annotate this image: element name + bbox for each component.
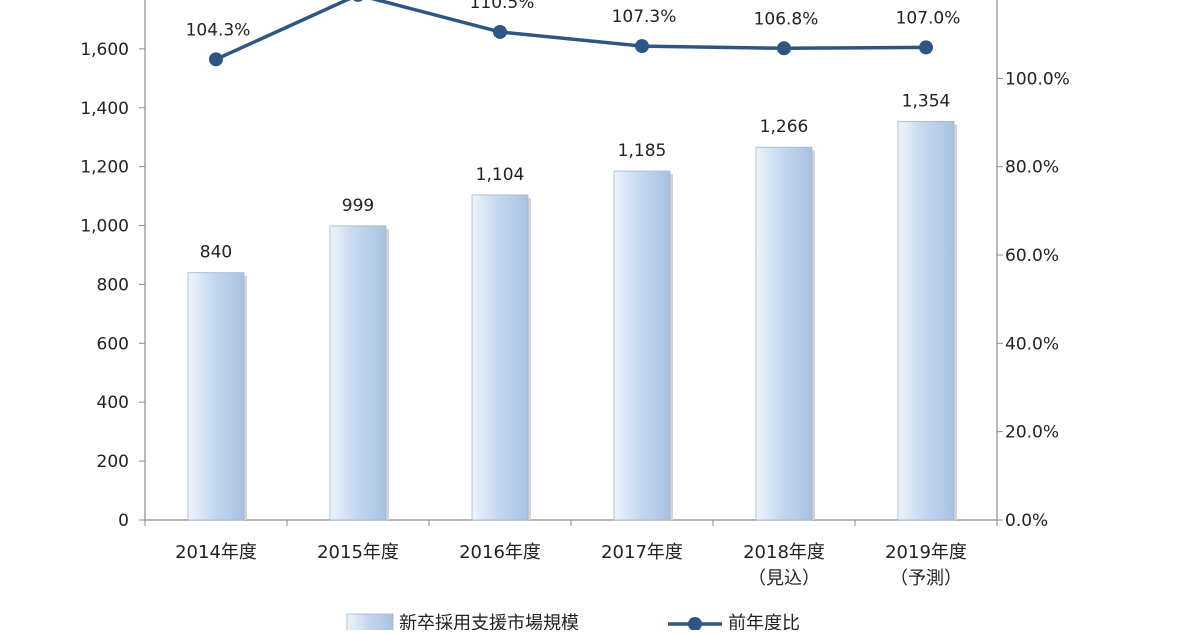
bar-value-label: 1,185 xyxy=(618,141,667,161)
line-marker xyxy=(635,39,649,54)
series-line xyxy=(215,0,927,61)
line-value-label: 107.0% xyxy=(896,8,961,28)
x-tick-label: 2014年度 xyxy=(175,542,257,563)
bar xyxy=(471,194,529,521)
x-tick-label: 2015年度 xyxy=(317,542,399,563)
line-marker xyxy=(777,41,791,56)
y-right-tick-label: 20.0% xyxy=(1005,423,1059,443)
axes: 0 200 400 600 800 1,000 1,200 1,400 1,600 0.0% 20.… xyxy=(80,0,1070,589)
x-tick-label: （見込） xyxy=(748,568,820,589)
legend-bar-label: 新卒採用支援市場規模 xyxy=(399,613,579,630)
bar-value-label: 1,354 xyxy=(902,91,951,111)
bar-series xyxy=(187,120,957,521)
line-value-label: 110.5% xyxy=(470,0,535,13)
line-marker xyxy=(353,0,363,2)
bar-value-label: 1,266 xyxy=(760,117,809,137)
y-right-tick-label: 80.0% xyxy=(1005,158,1059,178)
data-labels: 840 999 1,104 1,185 1,266 1,354 104.3% 110.5% 10… xyxy=(186,0,961,263)
x-tick-label: 2018年度 xyxy=(743,542,825,563)
bar xyxy=(613,170,671,521)
line-marker xyxy=(919,40,933,55)
line-value-label: 104.3% xyxy=(186,20,251,40)
bar-value-label: 1,104 xyxy=(476,165,525,185)
legend-line-marker xyxy=(688,617,702,631)
bar xyxy=(329,225,387,521)
bar xyxy=(897,120,955,521)
y-left-tick-label: 200 xyxy=(97,452,129,472)
y-right-tick-label: 40.0% xyxy=(1005,334,1059,354)
line-value-label: 106.8% xyxy=(754,9,819,29)
legend-line-label: 前年度比 xyxy=(728,613,800,630)
legend-bar-swatch xyxy=(346,613,394,634)
x-tick-label: 2019年度 xyxy=(885,542,967,563)
y-left-tick-label: 1,000 xyxy=(80,217,129,237)
x-tick-label: （予測） xyxy=(890,568,962,589)
x-tick-label: 2017年度 xyxy=(601,542,683,563)
y-right-tick-label: 0.0% xyxy=(1005,511,1048,531)
x-tick-label: 2016年度 xyxy=(459,542,541,563)
y-left-tick-label: 400 xyxy=(97,393,129,413)
legend: 新卒採用支援市場規模 前年度比 xyxy=(346,613,800,634)
line-marker xyxy=(209,52,223,67)
y-left-tick-label: 800 xyxy=(97,275,129,295)
line-value-label: 107.3% xyxy=(612,7,677,27)
y-right-tick-label: 100.0% xyxy=(1005,69,1070,89)
y-left-tick-label: 600 xyxy=(97,334,129,354)
bar xyxy=(755,146,813,521)
bar-value-label: 999 xyxy=(342,196,374,216)
y-left-tick-label: 1,200 xyxy=(80,158,129,178)
bar xyxy=(187,272,245,521)
y-left-tick-label: 0 xyxy=(118,511,129,531)
line-marker xyxy=(493,24,507,39)
y-right-tick-label: 60.0% xyxy=(1005,246,1059,266)
bar-value-label: 840 xyxy=(200,243,232,263)
line-series xyxy=(209,0,933,67)
y-left-tick-label: 1,400 xyxy=(80,99,129,119)
y-left-tick-label: 1,600 xyxy=(80,40,129,60)
